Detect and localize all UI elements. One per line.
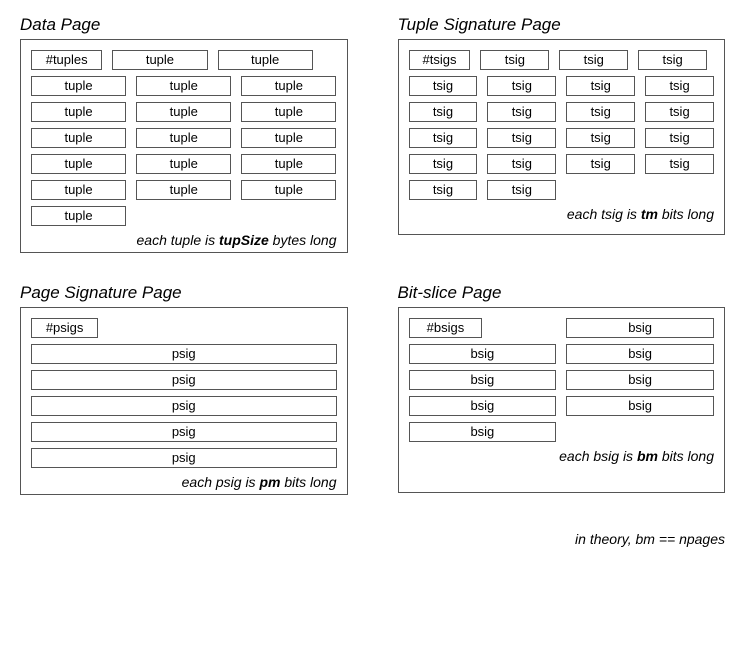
tsig-item-cell: tsig	[638, 50, 707, 70]
psig-item-cell: psig	[31, 396, 337, 416]
panel-data-caption: each tuple is tupSize bytes long	[31, 232, 337, 248]
tsig-item-cell: tsig	[645, 102, 714, 122]
caption-post: bits long	[658, 448, 714, 464]
panel-bsig: Bit-slice Page #bsigsbsigbsigbsigbsigbsi…	[398, 283, 726, 495]
caption-pre: each tuple is	[137, 232, 220, 248]
psig-item-cell: psig	[31, 344, 337, 364]
caption-bold: tupSize	[219, 232, 269, 248]
data-count-cell: #tuples	[31, 50, 102, 70]
tsig-item-cell: tsig	[566, 128, 635, 148]
panel-psig-title: Page Signature Page	[20, 283, 348, 303]
tsig-item-cell: tsig	[409, 128, 478, 148]
panel-bsig-title: Bit-slice Page	[398, 283, 726, 303]
panel-tsig-cells: #tsigstsigtsigtsigtsigtsigtsigtsigtsigts…	[409, 50, 715, 200]
panel-bsig-cells: #bsigs bsig bsig bsig bsig bsig bsig bsig bsig	[409, 318, 715, 442]
bsig-item-cell: bsig	[409, 422, 557, 442]
data-item-cell: tuple	[31, 102, 126, 122]
bsig-item-cell: bsig	[409, 370, 557, 390]
bsig-item-cell: bsig	[409, 344, 557, 364]
tsig-item-cell: tsig	[645, 154, 714, 174]
caption-pre: each tsig is	[567, 206, 641, 222]
data-item-cell: tuple	[241, 102, 336, 122]
data-item-cell: tuple	[241, 180, 336, 200]
data-item-cell: tuple	[218, 50, 313, 70]
bsig-count-cell: #bsigs	[409, 318, 483, 338]
data-item-cell: tuple	[136, 154, 231, 174]
data-item-cell: tuple	[136, 128, 231, 148]
data-item-cell: tuple	[31, 206, 126, 226]
psig-item-cell: psig	[31, 422, 337, 442]
bsig-item-cell: bsig	[566, 370, 714, 390]
psig-count-cell: #psigs	[31, 318, 98, 338]
tsig-item-cell: tsig	[409, 154, 478, 174]
bsig-item-cell: bsig	[566, 318, 714, 338]
tsig-item-cell: tsig	[487, 102, 556, 122]
diagram-grid: Data Page #tuples tuple tuple tuple tuple tup…	[20, 15, 725, 547]
bsig-item-cell: bsig	[566, 396, 714, 416]
tsig-item-cell: tsig	[480, 50, 549, 70]
tsig-count-cell: #tsigs	[409, 50, 471, 70]
panel-tsig-caption: each tsig is tm bits long	[409, 206, 715, 222]
tsig-item-cell: tsig	[487, 180, 556, 200]
data-item-cell: tuple	[31, 128, 126, 148]
caption-post: bytes long	[269, 232, 337, 248]
data-item-cell: tuple	[241, 76, 336, 96]
panel-data-title: Data Page	[20, 15, 348, 35]
panel-psig-cells: #psigs psig psig psig psig psig	[31, 318, 337, 468]
caption-pre: each bsig is	[559, 448, 637, 464]
data-item-cell: tuple	[112, 50, 207, 70]
panel-data-cells: #tuples tuple tuple tuple tuple tuple tuple tup…	[31, 50, 337, 226]
caption-pre: each psig is	[182, 474, 260, 490]
data-item-cell: tuple	[31, 76, 126, 96]
tsig-item-cell: tsig	[566, 154, 635, 174]
panel-psig: Page Signature Page #psigs psig psig psig ps…	[20, 283, 348, 495]
tsig-item-cell: tsig	[487, 154, 556, 174]
caption-bold: tm	[641, 206, 658, 222]
data-item-cell: tuple	[241, 128, 336, 148]
tsig-item-cell: tsig	[409, 76, 478, 96]
tsig-item-cell: tsig	[645, 76, 714, 96]
data-item-cell: tuple	[241, 154, 336, 174]
footnote: in theory, bm == npages	[398, 531, 726, 547]
tsig-item-cell: tsig	[566, 102, 635, 122]
panel-data-box: #tuples tuple tuple tuple tuple tuple tuple tup…	[20, 39, 348, 253]
data-item-cell: tuple	[31, 154, 126, 174]
panel-tsig: Tuple Signature Page #tsigstsigtsigtsigt…	[398, 15, 726, 253]
spacer	[492, 318, 556, 338]
panel-psig-caption: each psig is pm bits long	[31, 474, 337, 490]
tsig-item-cell: tsig	[645, 128, 714, 148]
panel-tsig-title: Tuple Signature Page	[398, 15, 726, 35]
tsig-item-cell: tsig	[409, 180, 478, 200]
panel-data: Data Page #tuples tuple tuple tuple tuple tup…	[20, 15, 348, 253]
panel-bsig-box: #bsigs bsig bsig bsig bsig bsig bsig bsig bsig e…	[398, 307, 726, 493]
data-item-cell: tuple	[136, 102, 231, 122]
panel-bsig-caption: each bsig is bm bits long	[409, 448, 715, 464]
caption-post: bits long	[658, 206, 714, 222]
psig-item-cell: psig	[31, 370, 337, 390]
data-item-cell: tuple	[31, 180, 126, 200]
bsig-item-cell: bsig	[566, 344, 714, 364]
caption-post: bits long	[280, 474, 336, 490]
panel-psig-box: #psigs psig psig psig psig psig each psig is …	[20, 307, 348, 495]
panel-tsig-box: #tsigstsigtsigtsigtsigtsigtsigtsigtsigts…	[398, 39, 726, 235]
tsig-item-cell: tsig	[487, 76, 556, 96]
tsig-item-cell: tsig	[559, 50, 628, 70]
caption-bold: pm	[259, 474, 280, 490]
bsig-item-cell: bsig	[409, 396, 557, 416]
data-item-cell: tuple	[136, 76, 231, 96]
psig-item-cell: psig	[31, 448, 337, 468]
caption-bold: bm	[637, 448, 658, 464]
tsig-item-cell: tsig	[409, 102, 478, 122]
tsig-item-cell: tsig	[487, 128, 556, 148]
tsig-item-cell: tsig	[566, 76, 635, 96]
data-item-cell: tuple	[136, 180, 231, 200]
